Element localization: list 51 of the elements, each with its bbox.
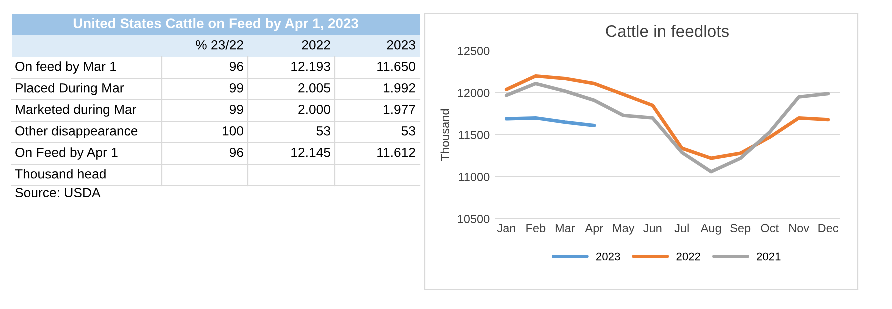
text: 11.612 [378,148,416,158]
x-tick-label: Mar [556,224,576,233]
category-label: On feed by Mar 1 [16,62,116,74]
y-tick-label: 12500 [458,47,490,56]
line-series [504,82,830,174]
line-series [504,74,830,160]
text: 96 [230,62,244,72]
text: 99 [230,104,244,114]
text: 99 [230,83,244,93]
legend-label: 2021 [757,252,781,261]
category-label: 2022 [302,40,330,50]
text: 1.977 [384,104,416,114]
category-label: Placed During Mar [16,83,124,96]
y-axis-title: Thousand [440,110,450,161]
text: 53 [402,126,416,136]
line-series [504,116,596,128]
text: 2.000 [298,104,330,114]
legend-label: 2022 [676,252,700,261]
x-tick-label: Jun [644,224,662,233]
x-tick-label: Sep [730,224,751,235]
x-tick-label: May [613,224,635,235]
x-tick-label: Jul [674,224,689,233]
x-tick-label: Nov [790,224,810,233]
text: 53 [316,126,330,136]
x-tick-label: Dec [818,224,838,233]
category-label: % 23/22 [196,40,244,50]
text: 12.193 [292,62,330,72]
category-label: On Feed by Apr 1 [16,148,118,160]
x-tick-label: Feb [526,224,546,233]
category-label: Marketed during Mar [16,104,137,117]
text: 2.005 [298,83,330,93]
text: 100 [222,126,244,136]
category-label: 2023 [387,40,416,50]
text: 12.145 [292,148,330,158]
x-tick-label: Oct [761,224,779,233]
legend-label: 2023 [596,252,620,261]
x-tick-label: Apr [585,224,604,235]
text: United States Cattle on Feed by Apr 1, 2023 [74,18,358,32]
y-tick-label: 11000 [459,173,490,182]
y-tick-label: 10500 [458,215,490,224]
source-note: Source: USDA [16,188,101,198]
chart-title: Cattle in feedlots [606,25,729,38]
y-tick-label: 11500 [459,131,490,140]
text: 96 [230,148,244,158]
x-tick-label: Jan [497,224,516,233]
x-tick-label: Aug [700,224,722,235]
category-label: Other disappearance [16,126,138,138]
text: 1.992 [384,83,416,93]
text: 11.650 [378,62,416,72]
category-label: Thousand head [15,169,106,179]
y-tick-label: 12000 [458,89,490,98]
